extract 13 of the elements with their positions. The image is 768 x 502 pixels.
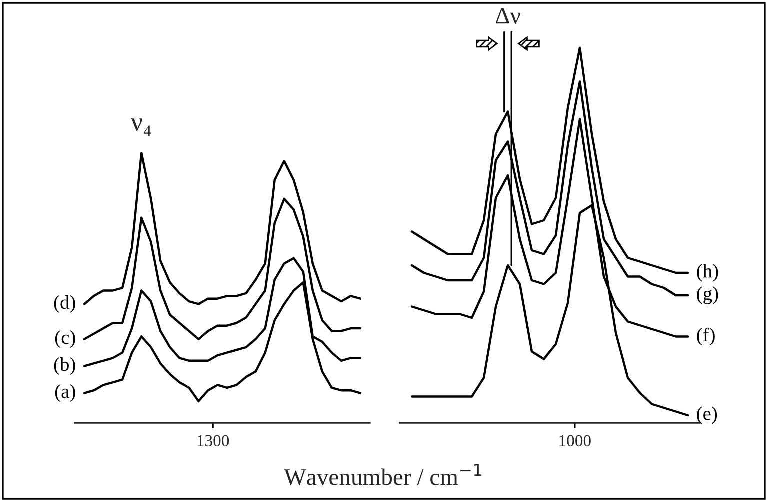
text: 1000 [560,435,591,447]
series-label: (h) [697,264,718,282]
x-axis-title: Wavenumber / cm$^{−1}$ [284,464,482,486]
series-label: (b) [54,358,76,376]
series-label: (d) [54,295,76,314]
text: ν₄ [131,118,152,136]
text: Δν [496,8,520,24]
text: 1300 [198,435,230,447]
series-label: (a) [55,384,76,402]
series-label: (g) [697,286,718,304]
series-label: (e) [697,406,718,424]
series-label: (f) [697,328,715,346]
series-label: (c) [55,330,76,348]
